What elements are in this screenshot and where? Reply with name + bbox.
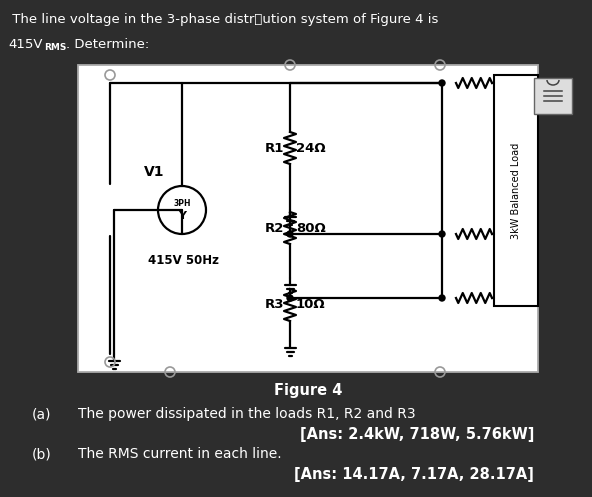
Circle shape	[439, 231, 445, 237]
Text: V1: V1	[144, 165, 164, 179]
Text: 415V 50Hz: 415V 50Hz	[149, 253, 220, 266]
Text: 415V: 415V	[8, 37, 43, 51]
Text: (b): (b)	[32, 447, 52, 461]
FancyBboxPatch shape	[78, 65, 538, 372]
Text: 24Ω: 24Ω	[296, 142, 326, 155]
Text: R1: R1	[265, 142, 284, 155]
Text: . Determine:: . Determine:	[66, 37, 149, 51]
Text: [Ans: 14.17A, 7.17A, 28.17A]: [Ans: 14.17A, 7.17A, 28.17A]	[294, 467, 534, 482]
Text: Y: Y	[178, 211, 186, 221]
FancyBboxPatch shape	[534, 78, 572, 114]
Text: 3PH: 3PH	[173, 198, 191, 208]
FancyBboxPatch shape	[494, 75, 538, 306]
Text: Figure 4: Figure 4	[274, 383, 342, 398]
Text: (a): (a)	[32, 407, 52, 421]
Circle shape	[287, 295, 293, 301]
Text: 10Ω: 10Ω	[296, 299, 326, 312]
Circle shape	[439, 295, 445, 301]
Text: R3: R3	[265, 299, 284, 312]
Text: The RMS current in each line.: The RMS current in each line.	[78, 447, 282, 461]
Text: The power dissipated in the loads R1, R2 and R3: The power dissipated in the loads R1, R2…	[78, 407, 416, 421]
Text: 80Ω: 80Ω	[296, 222, 326, 235]
Text: 3kW Balanced Load: 3kW Balanced Load	[511, 142, 521, 239]
Text: [Ans: 2.4kW, 718W, 5.76kW]: [Ans: 2.4kW, 718W, 5.76kW]	[300, 426, 534, 441]
Text: RMS: RMS	[44, 43, 66, 52]
Text: The line voltage in the 3-phase distrⓘution system of Figure 4 is: The line voltage in the 3-phase distrⓘut…	[8, 13, 438, 26]
Text: R2: R2	[265, 222, 284, 235]
Circle shape	[439, 80, 445, 86]
Circle shape	[287, 231, 293, 237]
